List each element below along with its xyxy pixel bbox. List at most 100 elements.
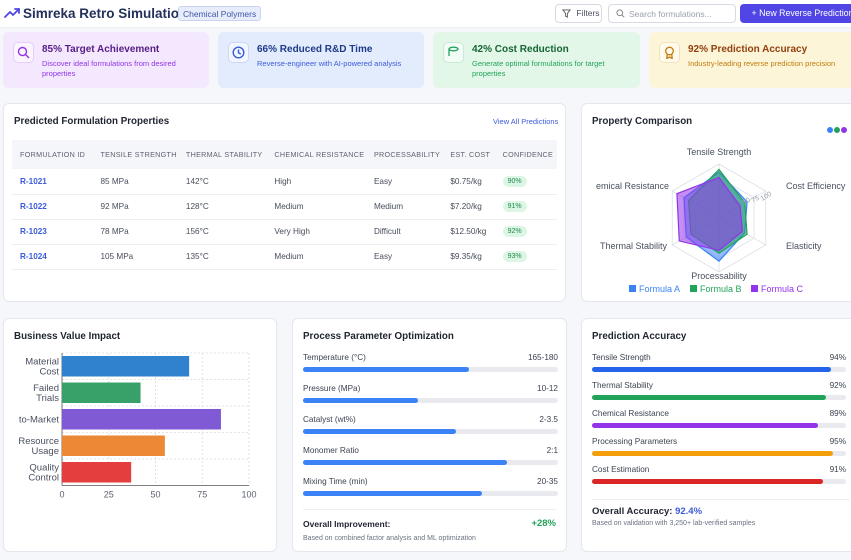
radar-scale-tick: 75: [751, 195, 761, 205]
column-header[interactable]: CHEMICAL RESISTANCE: [266, 140, 366, 169]
parameter-range: 10-12: [537, 384, 558, 393]
kpi-card: 85% Target Achievement Discover ideal for…: [3, 32, 209, 88]
accuracy-fill: [592, 451, 834, 456]
legend-swatch: [629, 285, 636, 292]
parameter-label: Catalyst (wt%): [303, 415, 356, 424]
business-value-panel: Business Value Impact 0 25 50 75 100 Material…: [3, 318, 277, 552]
bar[interactable]: [62, 409, 221, 430]
panel-title: Property Comparison: [592, 116, 693, 127]
process-parameter-row: Temperature (°C) 165-180: [303, 353, 558, 379]
column-header[interactable]: TENSILE STRENGTH: [92, 140, 178, 169]
bar[interactable]: [62, 435, 165, 457]
bar[interactable]: [62, 382, 141, 404]
accuracy-row: Thermal Stability 92%: [592, 381, 846, 407]
table-cell: Very High: [266, 219, 366, 245]
column-header[interactable]: PROCESSABILITY: [365, 140, 443, 169]
view-all-predictions-link[interactable]: View All Predictions: [493, 117, 559, 126]
filters-button[interactable]: Filters: [555, 4, 602, 23]
table-cell: Difficult: [365, 219, 443, 245]
formulation-id-link[interactable]: R-1022: [12, 194, 93, 220]
confidence-cell: 91%: [494, 194, 557, 220]
database-icon: [448, 46, 459, 56]
parameter-label: Pressure (MPa): [303, 384, 361, 393]
parameter-label: Mixing Time (min): [303, 477, 368, 486]
process-parameter-row: Mixing Time (min) 20-35: [303, 477, 558, 503]
process-parameter-row: Catalyst (wt%) 2-3.5: [303, 415, 558, 441]
table-header-row: FORMULATION ID TENSILE STRENGTH THERMAL ST…: [12, 140, 557, 169]
table-cell: High: [266, 169, 366, 195]
formulation-id-link[interactable]: R-1021: [12, 169, 93, 195]
table-cell: Medium: [266, 244, 366, 270]
column-header[interactable]: CONFIDENCE: [494, 140, 557, 169]
bar[interactable]: [62, 356, 190, 377]
search-box[interactable]: [608, 4, 736, 23]
kpi-desc: Generate optimal formulations for target…: [472, 59, 605, 78]
y-category-label: Usage: [32, 446, 59, 457]
accuracy-fill: [592, 367, 831, 372]
legend-swatch: [690, 285, 697, 292]
x-tick-label: 25: [104, 490, 114, 500]
formulation-id-link[interactable]: R-1024: [12, 244, 93, 270]
kpi-desc: Reverse-engineer with AI-powered analysi…: [257, 59, 402, 68]
column-header[interactable]: THERMAL STABILITY: [177, 140, 267, 169]
table-cell: Easy: [365, 244, 443, 270]
legend-swatch: [751, 285, 758, 292]
search-input[interactable]: [629, 7, 733, 20]
legend-label[interactable]: Formula A: [639, 284, 680, 294]
trending-up-icon: [4, 8, 20, 18]
y-category-label: Resource: [18, 436, 59, 447]
table-cell: 78 MPa: [92, 219, 178, 245]
parameter-fill: [303, 491, 482, 496]
parameter-fill: [303, 367, 469, 372]
accuracy-fill: [592, 479, 824, 484]
table-cell: $0.75/kg: [442, 169, 495, 195]
bar[interactable]: [62, 462, 132, 483]
table-cell: Medium: [266, 194, 366, 220]
y-category-label: Trials: [36, 393, 59, 404]
clock-icon: [232, 46, 245, 59]
kpi-icon-box: [13, 42, 34, 63]
radar-axis-label: Cost Efficiency: [786, 181, 846, 191]
accuracy-row: Processing Parameters 95%: [592, 437, 846, 463]
legend-label[interactable]: Formula B: [700, 284, 742, 294]
kpi-desc: Discover ideal formulations from desired…: [42, 59, 176, 78]
accuracy-value: 91%: [829, 465, 846, 474]
parameter-fill: [303, 429, 456, 434]
dot-blue: [827, 127, 833, 133]
parameter-range: 2:1: [546, 446, 558, 455]
radar-scale-tick: 50: [742, 197, 752, 207]
radar-axis-label: Thermal Stability: [600, 241, 668, 251]
accuracy-row: Chemical Resistance 89%: [592, 409, 846, 435]
category-tag[interactable]: Chemical Polymers: [178, 6, 262, 21]
accuracy-track: [592, 367, 846, 372]
overall-accuracy-value: 92.4%: [675, 506, 703, 517]
table-cell: $12.50/kg: [442, 219, 495, 245]
column-header[interactable]: EST. COST: [442, 140, 495, 169]
panel-title: Business Value Impact: [14, 331, 121, 342]
accuracy-track: [592, 451, 846, 456]
search-icon: [17, 46, 30, 59]
legend-label[interactable]: Formula C: [761, 284, 804, 294]
series-dots: [826, 120, 847, 138]
filter-icon: [562, 9, 571, 18]
radar-series-formula-c[interactable]: [676, 176, 744, 252]
parameter-label: Monomer Ratio: [303, 446, 359, 455]
accuracy-label: Thermal Stability: [592, 381, 653, 390]
new-reverse-prediction-button[interactable]: + New Reverse Prediction: [740, 4, 851, 23]
table-cell: 156°C: [177, 219, 267, 245]
accuracy-track: [592, 423, 846, 428]
parameter-fill: [303, 398, 418, 403]
confidence-cell: 90%: [494, 169, 557, 195]
parameter-track: [303, 460, 558, 465]
kpi-title: 42% Cost Reduction: [472, 44, 569, 55]
formulation-id-link[interactable]: R-1023: [12, 219, 93, 245]
table-row[interactable]: R-1024 105 MPa 135°C Medium Easy $9.35/kg 93%: [12, 244, 557, 270]
accuracy-track: [592, 395, 846, 400]
column-header[interactable]: FORMULATION ID: [12, 140, 93, 169]
kpi-title: 66% Reduced R&D Time: [257, 44, 373, 55]
table-row[interactable]: R-1021 85 MPa 142°C High Easy $0.75/kg 90%: [12, 169, 557, 195]
property-comparison-panel: Property Comparison Tensile Strength Cost…: [581, 103, 851, 302]
award-icon: [665, 46, 674, 59]
table-row[interactable]: R-1023 78 MPa 156°C Very High Difficult $12.5…: [12, 219, 557, 245]
table-row[interactable]: R-1022 92 MPa 128°C Medium Medium $7.20/kg 91%: [12, 194, 557, 220]
